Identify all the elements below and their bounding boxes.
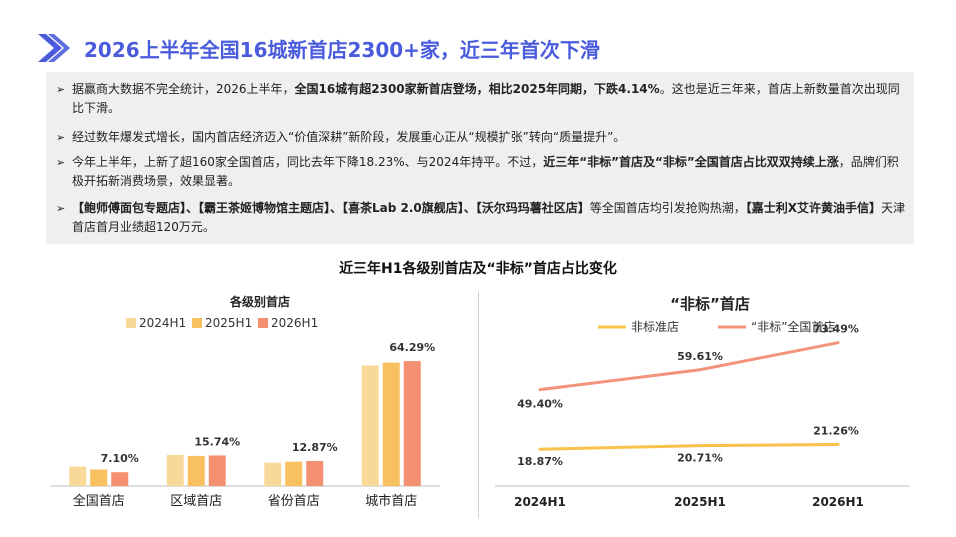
chart-divider [478, 292, 479, 518]
data-label: 18.87% [517, 455, 563, 468]
series-line [538, 443, 840, 451]
bullet-plain-text: 今年上半年，上新了超160家全国首店，同比去年下降18.23%、与2024年持平… [72, 155, 544, 169]
data-label: 49.40% [517, 398, 563, 411]
data-label: 73.49% [813, 323, 859, 336]
bar [166, 454, 184, 486]
bullet-arrow-icon: ➢ [56, 202, 66, 215]
bar [187, 455, 205, 486]
summary-bullet-1: ➢ 据赢商大数据不完全统计，2026上半年，全国16城有超2300家新首店登场，… [56, 80, 906, 118]
data-label: 7.10% [101, 452, 139, 465]
bar-chart-title: 各级别首店 [229, 294, 290, 309]
bar [69, 466, 87, 486]
data-label: 12.87% [292, 441, 338, 454]
bullet-bold-text: 近三年“非标”首店及“非标”全国首店占比双双持续上涨 [543, 155, 839, 169]
bar [361, 365, 379, 486]
legend-label: 非标准店 [631, 320, 679, 334]
data-label: 15.74% [194, 435, 240, 448]
x-tick-label: 2025H1 [674, 495, 726, 509]
page-title: 2026上半年全国16城新首店2300+家，近三年首次下滑 [84, 38, 600, 62]
bullet-plain-text: 经过数年爆发式增长，国内首店经济迈入“价值深耕”新阶段，发展重心正从“规模扩张”… [72, 130, 626, 144]
bar [90, 469, 108, 486]
bullet-plain-text: 。这也是近三年来，首店上新数量首次出现同比下滑。 [72, 82, 900, 115]
summary-box: ➢ 据赢商大数据不完全统计，2026上半年，全国16城有超2300家新首店登场，… [46, 72, 914, 244]
data-label: 64.29% [389, 341, 435, 354]
bar [382, 362, 400, 486]
legend-swatch [126, 318, 136, 328]
bar [264, 462, 282, 486]
bullet-arrow-icon: ➢ [56, 156, 66, 169]
summary-bullet-2: ➢ 经过数年爆发式增长，国内首店经济迈入“价值深耕”新阶段，发展重心正从“规模扩… [56, 128, 906, 147]
bullet-bold-text: 【嘉士利X艾许黄油手信】 [745, 201, 882, 215]
x-tick-label: 2026H1 [812, 495, 864, 509]
legend-swatch [192, 318, 202, 328]
data-label: 20.71% [677, 452, 723, 465]
bullet-text: 今年上半年，上新了超160家全国首店，同比去年下降18.23%、与2024年持平… [72, 153, 906, 191]
title-chevron-icon [38, 34, 70, 62]
data-label: 59.61% [677, 350, 723, 363]
bullet-plain-text: 天津首店首月业绩超120万元。 [72, 201, 906, 234]
bar-chart: 各级别首店 2024H1 2025H1 2026H1 7.10% 全国首店 15.74% 区域… [50, 294, 440, 509]
bar [111, 472, 129, 486]
line-chart-title: “非标”首店 [670, 295, 750, 313]
bar [208, 455, 226, 486]
bar [285, 461, 303, 486]
series-line [538, 341, 840, 392]
legend-swatch [258, 318, 268, 328]
bullet-bold-text: 【鲍师傅面包专题店】、【霸王茶姬博物馆主题店】、【喜茶Lab 2.0旗舰店】、【… [72, 201, 590, 215]
bullet-text: 【鲍师傅面包专题店】、【霸王茶姬博物馆主题店】、【喜茶Lab 2.0旗舰店】、【… [72, 199, 906, 237]
legend-label: 2024H1 [139, 316, 186, 330]
x-tick-label: 2024H1 [514, 495, 566, 509]
bullet-plain-text: ，品牌们积极开拓新消费场景，效果显著。 [72, 155, 899, 188]
x-tick-label: 城市首店 [365, 493, 417, 509]
bullet-text: 经过数年爆发式增长，国内首店经济迈入“价值深耕”新阶段，发展重心正从“规模扩张”… [72, 128, 906, 147]
summary-bullet-3: ➢ 今年上半年，上新了超160家全国首店，同比去年下降18.23%、与2024年… [56, 153, 906, 191]
data-label: 21.26% [813, 425, 859, 438]
bar [306, 460, 324, 486]
x-tick-label: 全国首店 [73, 493, 125, 509]
bullet-plain-text: 据赢商大数据不完全统计，2026上半年， [72, 82, 295, 96]
bullet-bold-text: 全国16城有超2300家新首店登场，相比2025年同期，下跌4.14% [294, 82, 660, 96]
bar [403, 361, 421, 486]
bullet-plain-text: 等全国首店均引发抢购热潮， [589, 201, 746, 215]
legend-label: 2025H1 [205, 316, 252, 330]
bullet-text: 据赢商大数据不完全统计，2026上半年，全国16城有超2300家新首店登场，相比… [72, 80, 906, 118]
x-tick-label: 省份首店 [268, 494, 320, 509]
bullet-arrow-icon: ➢ [56, 131, 66, 144]
summary-bullet-4: ➢ 【鲍师傅面包专题店】、【霸王茶姬博物馆主题店】、【喜茶Lab 2.0旗舰店】… [56, 199, 906, 237]
section-title: 近三年H1各级别首店及“非标”首店占比变化 [339, 261, 617, 277]
legend-label: “非标”全国首店 [751, 319, 835, 334]
legend-label: 2026H1 [271, 316, 318, 330]
x-tick-label: 区域首店 [170, 494, 222, 509]
bullet-arrow-icon: ➢ [56, 83, 66, 96]
